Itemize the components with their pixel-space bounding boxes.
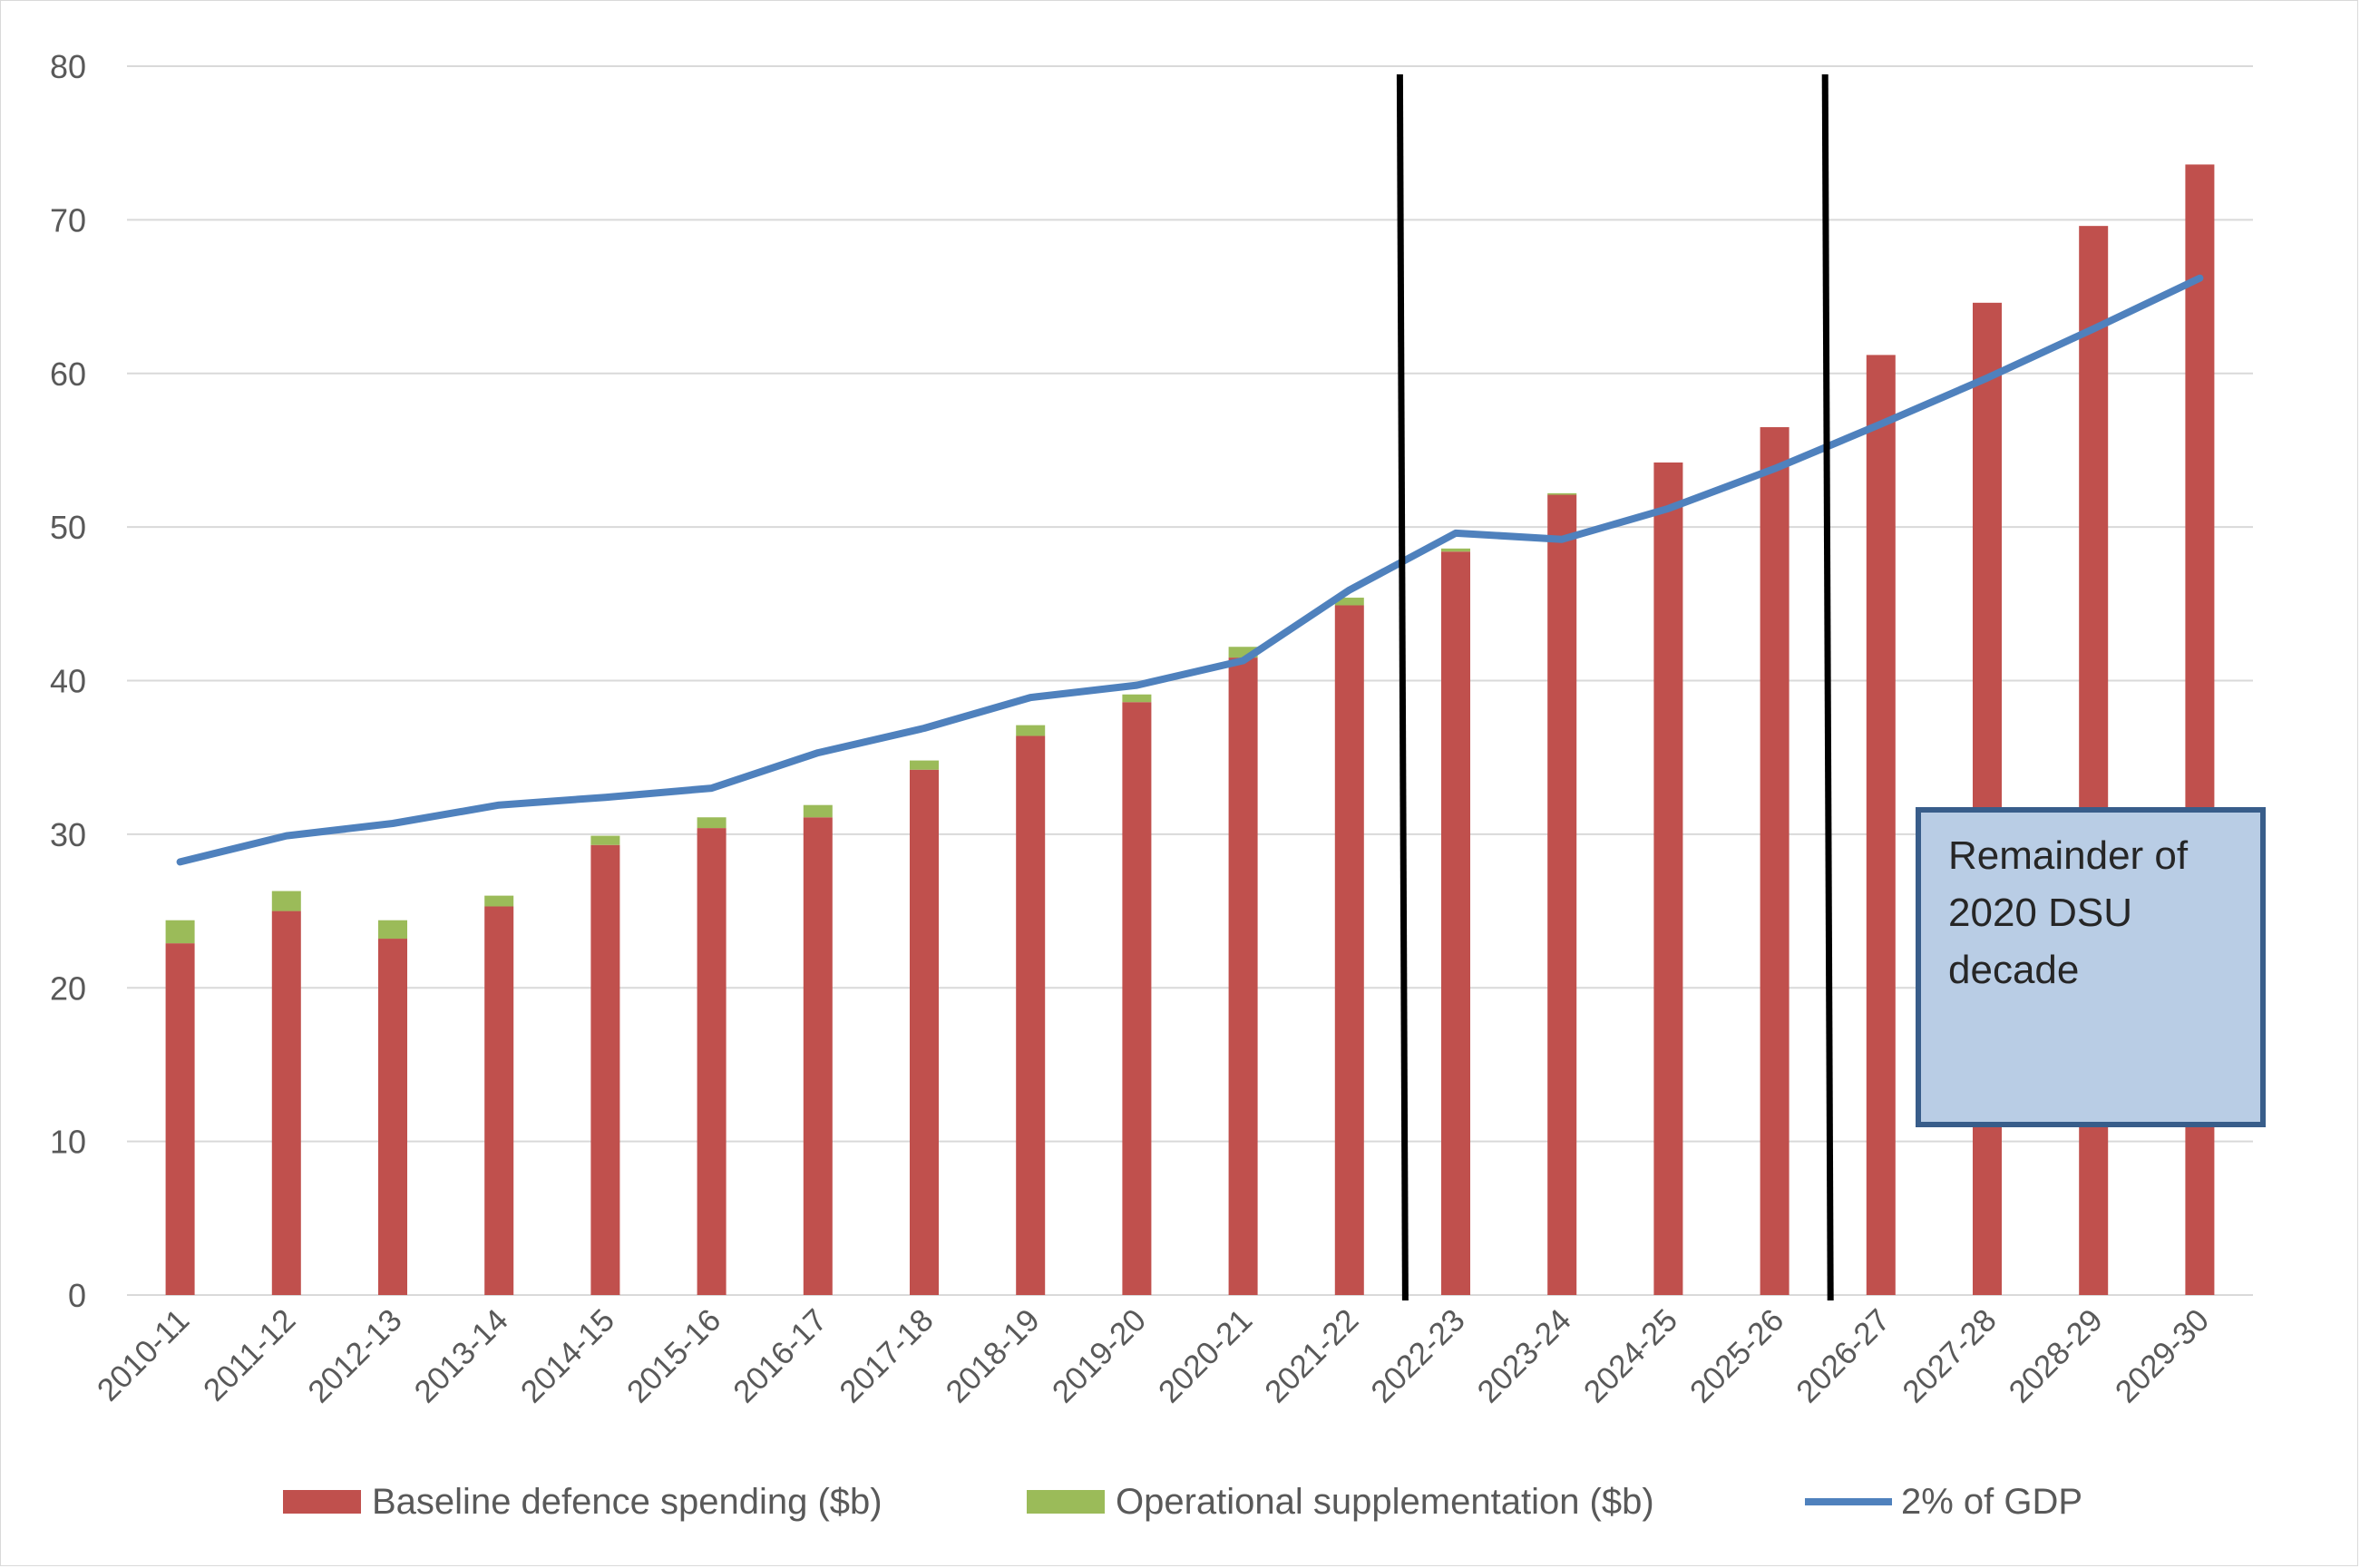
bar-operational: [378, 920, 407, 940]
x-tick-label: 2028-29: [2002, 1302, 2109, 1409]
bar-baseline: [165, 943, 195, 1295]
bar-operational: [590, 835, 620, 845]
x-tick-label: 2020-21: [1152, 1302, 1259, 1409]
legend-swatch-operational: [1027, 1490, 1105, 1514]
gdp-line: [176, 274, 2204, 866]
bar-baseline: [910, 769, 939, 1295]
legend: Baseline defence spending ($b) Operation…: [283, 1482, 2082, 1522]
bars: [165, 164, 2215, 1295]
y-tick-label: 30: [50, 816, 86, 853]
bar-operational: [910, 760, 939, 770]
y-tick-label: 60: [50, 355, 86, 393]
bar-baseline: [1016, 735, 1046, 1295]
bar-operational: [271, 891, 301, 911]
x-tick-label: 2016-17: [727, 1302, 834, 1409]
legend-label-operational: Operational supplementation ($b): [1116, 1482, 1654, 1522]
bar-baseline: [697, 828, 727, 1295]
annotation-line-2: 2020 DSU: [1948, 891, 2132, 935]
bar-baseline: [1973, 302, 2002, 1295]
x-axis-ticks: 2010-11 2011-122012-132013-142014-152015-…: [91, 1302, 2216, 1409]
bar-baseline: [378, 939, 407, 1295]
annotation-line-1: Remainder of: [1948, 833, 2189, 878]
bar-baseline: [1441, 551, 1470, 1295]
legend-label-baseline: Baseline defence spending ($b): [372, 1482, 883, 1522]
bar-operational: [1228, 647, 1258, 658]
bar-baseline: [803, 817, 833, 1295]
y-axis-ticks: 0 10 20 30 40 50 60 70 80: [50, 48, 86, 1314]
y-tick-label: 10: [50, 1124, 86, 1161]
x-tick-label: 2026-27: [1790, 1302, 1897, 1409]
y-tick-label: 0: [68, 1277, 86, 1314]
x-tick-label: 2027-28: [1896, 1302, 2003, 1409]
x-tick-label: 2029-30: [2109, 1302, 2216, 1409]
x-tick-label: 2011-12: [197, 1302, 303, 1408]
bar-operational: [697, 817, 727, 829]
x-tick-label: 2023-24: [1470, 1302, 1577, 1409]
x-tick-label: 2010-11: [91, 1302, 197, 1408]
bar-baseline: [1760, 427, 1790, 1295]
x-tick-label: 2025-26: [1683, 1302, 1790, 1409]
period-divider-line: [1821, 73, 1834, 1301]
bar-operational: [1441, 548, 1470, 552]
bar-operational: [165, 920, 195, 944]
bar-baseline: [1228, 657, 1258, 1295]
bar-operational: [1334, 598, 1364, 606]
bar-baseline: [590, 844, 620, 1295]
bar-baseline: [1122, 702, 1152, 1295]
bar-baseline: [1547, 494, 1577, 1295]
x-tick-label: 2021-22: [1258, 1302, 1365, 1409]
bar-operational: [803, 804, 833, 818]
bar-baseline: [2079, 226, 2109, 1295]
x-tick-label: 2018-19: [939, 1302, 1046, 1409]
bar-operational: [1547, 492, 1577, 495]
annotation-rect: [1916, 807, 2266, 1127]
bar-baseline: [271, 911, 301, 1295]
period-dividers: [1396, 73, 1834, 1301]
legend-label-gdp: 2% of GDP: [1901, 1482, 2082, 1522]
bar-baseline: [1653, 462, 1683, 1295]
x-tick-label: 2014-15: [514, 1302, 621, 1409]
y-tick-label: 20: [50, 969, 86, 1007]
legend-swatch-baseline: [283, 1490, 361, 1514]
bar-operational: [484, 895, 514, 907]
x-tick-label: 2019-20: [1046, 1302, 1153, 1409]
period-divider-line: [1396, 73, 1409, 1301]
annotation-line-3: decade: [1948, 948, 2079, 992]
y-tick-label: 70: [50, 201, 86, 239]
x-tick-label: 2022-23: [1364, 1302, 1471, 1409]
bar-operational: [1122, 694, 1152, 703]
gridlines: [127, 65, 2253, 1143]
bar-baseline: [484, 906, 514, 1295]
x-tick-label: 2012-13: [301, 1302, 408, 1409]
bar-operational: [1016, 725, 1046, 736]
y-tick-label: 50: [50, 509, 86, 546]
x-tick-label: 2013-14: [407, 1302, 514, 1409]
x-tick-label: 2015-16: [620, 1302, 727, 1409]
annotation-box: Remainder of 2020 DSU decade: [1916, 807, 2266, 1127]
bar-baseline: [1334, 605, 1364, 1295]
y-tick-label: 40: [50, 663, 86, 700]
x-tick-label: 2017-18: [833, 1302, 940, 1409]
bar-baseline: [1866, 355, 1896, 1295]
y-tick-label: 80: [50, 48, 86, 85]
gdp-line-group: [176, 274, 2204, 866]
x-tick-label: 2024-25: [1577, 1302, 1684, 1409]
